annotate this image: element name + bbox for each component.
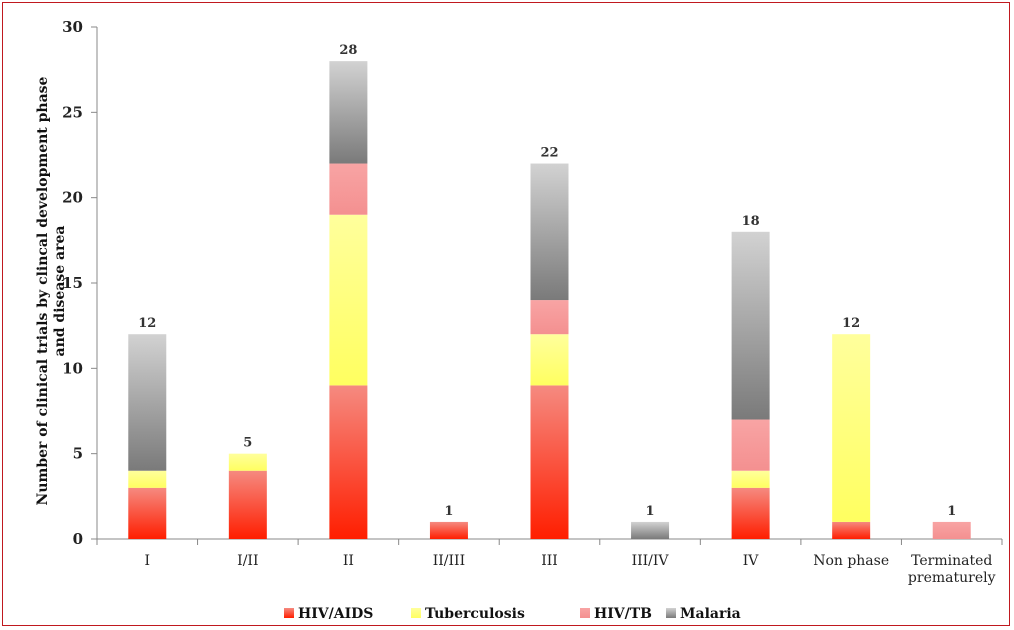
bar-segment-tuberculosis xyxy=(731,470,770,488)
x-tick-label-line: II xyxy=(343,553,354,569)
bar-segment-malaria xyxy=(731,231,770,420)
bar-segment-malaria xyxy=(530,163,569,301)
bar-segment-hiv-aids xyxy=(731,487,770,539)
x-tick-label: II/III xyxy=(433,553,465,569)
x-tick-label: I/II xyxy=(237,553,258,569)
legend-swatch xyxy=(666,608,676,618)
bar-total-label: 28 xyxy=(339,43,357,58)
y-axis-title: Number of clinical trials by clincal dev… xyxy=(35,76,68,505)
bars xyxy=(128,61,971,539)
legend-swatch xyxy=(411,608,421,618)
legend-label: Malaria xyxy=(680,606,741,622)
bar-segment-hiv-tb xyxy=(731,419,770,471)
y-tick-label: 10 xyxy=(62,359,83,377)
bar-segment-hiv-aids xyxy=(832,521,871,539)
x-tick-label-line: Non phase xyxy=(813,553,889,569)
legend-label: HIV/TB xyxy=(594,606,652,622)
x-tick-label-line: I xyxy=(145,553,151,569)
bar-total-label: 12 xyxy=(842,316,860,331)
bar-segment-hiv-tb xyxy=(329,163,368,215)
bar-segment-malaria xyxy=(631,521,670,539)
x-tick-label: Terminated prematurely xyxy=(908,553,996,586)
x-tick-label-line: II/III xyxy=(433,553,465,569)
bar-segment-tuberculosis xyxy=(228,453,267,471)
y-tick-label: 15 xyxy=(62,274,83,292)
x-tick-label-line: Terminated xyxy=(911,553,992,569)
x-tick-label-line: prematurely xyxy=(908,570,996,586)
bar-total-label: 1 xyxy=(444,504,453,519)
y-tick-label: 25 xyxy=(62,103,83,121)
bar-segment-hiv-aids xyxy=(128,487,167,539)
x-tick-label: Non phase xyxy=(813,553,889,569)
legend-label: HIV/AIDS xyxy=(298,606,373,622)
x-tick-label: I xyxy=(145,553,151,569)
bar-total-label: 5 xyxy=(243,436,252,451)
legend-swatch xyxy=(284,608,294,618)
bar-segment-hiv-aids xyxy=(329,385,368,539)
x-tick-label-line: III xyxy=(541,553,558,569)
y-axis-title-line: and disease area xyxy=(52,226,68,357)
bar-total-label: 22 xyxy=(540,146,558,161)
x-tick-label: III xyxy=(541,553,558,569)
x-tick-label-line: III/IV xyxy=(632,553,670,569)
y-tick-label: 0 xyxy=(73,530,83,548)
bar-segment-tuberculosis xyxy=(832,334,871,522)
bar-total-label: 1 xyxy=(646,504,655,519)
x-tick-label: IV xyxy=(743,553,760,569)
x-tick-label: II xyxy=(343,553,354,569)
x-tick-label-line: I/II xyxy=(237,553,258,569)
bar-segment-hiv-aids xyxy=(429,521,468,539)
bar-segment-tuberculosis xyxy=(530,334,569,386)
bar-segment-tuberculosis xyxy=(329,214,368,386)
y-axis-title-line: Number of clinical trials by clincal dev… xyxy=(35,76,51,505)
x-tick-label-line: IV xyxy=(743,553,760,569)
legend-swatch xyxy=(580,608,590,618)
bar-segment-hiv-tb xyxy=(530,300,569,335)
x-tick-label: III/IV xyxy=(632,553,670,569)
labels: 12 I 5 I/II 28 II 1 II/III 22 III 1 III/IV 18 IV 12 Non… xyxy=(138,43,995,586)
y-tick-label: 5 xyxy=(73,445,83,463)
y-tick-label: 20 xyxy=(62,189,83,207)
bar-segment-malaria xyxy=(128,334,167,471)
bar-total-label: 18 xyxy=(742,214,760,229)
bar-segment-hiv-tb xyxy=(932,521,971,539)
bar-segment-tuberculosis xyxy=(128,470,167,488)
y-tick-label: 30 xyxy=(62,18,83,36)
legend: HIV/AIDS Tuberculosis HIV/TB Malaria xyxy=(284,606,741,622)
legend-label: Tuberculosis xyxy=(425,606,525,622)
bar-total-label: 1 xyxy=(947,504,956,519)
bar-segment-hiv-aids xyxy=(530,385,569,539)
bar-segment-malaria xyxy=(329,61,368,164)
bar-segment-hiv-aids xyxy=(228,470,267,539)
bar-total-label: 12 xyxy=(138,316,156,331)
